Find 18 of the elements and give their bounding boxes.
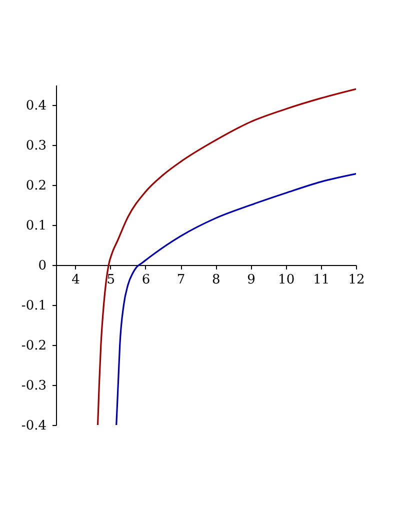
x-tick-label: 7	[176, 272, 186, 288]
x-tick-label: 11	[313, 272, 330, 288]
y-tick-label: 0.1	[26, 218, 46, 234]
x-tick-label: 8	[212, 272, 220, 288]
y-tick-label: 0.4	[26, 98, 46, 114]
y-tick-label: -0.2	[21, 338, 46, 354]
x-tick-label: 10	[278, 272, 295, 288]
x-tick-label: 6	[142, 272, 150, 288]
y-tick-label: 0.2	[26, 178, 46, 194]
y-tick-label: -0.3	[21, 378, 46, 394]
y-tick-label: -0.4	[21, 418, 46, 434]
x-tick-label: 4	[72, 272, 80, 288]
y-tick-label: 0	[38, 258, 46, 274]
x-tick-label: 9	[247, 272, 256, 288]
y-tick-label: -0.1	[21, 298, 46, 314]
y-tick-label: 0.3	[26, 138, 46, 154]
x-tick-label: 5	[106, 272, 116, 288]
x-tick-label: 12	[348, 272, 365, 288]
